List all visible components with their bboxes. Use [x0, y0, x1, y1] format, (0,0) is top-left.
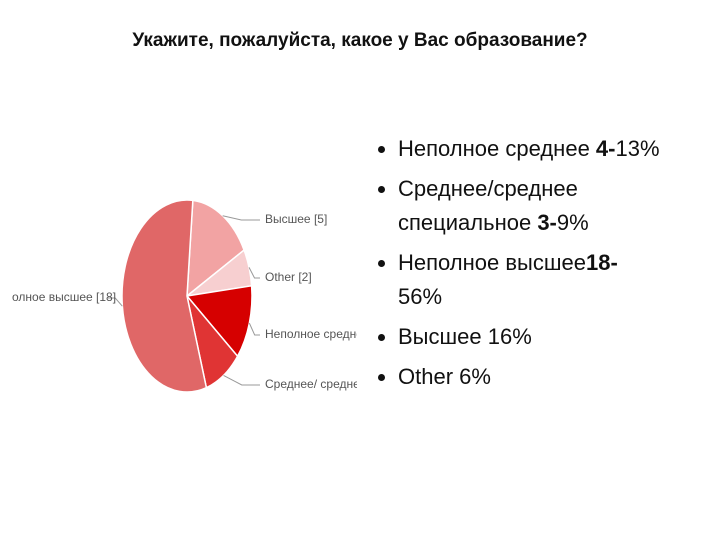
slice-label: Высшее [5] — [265, 212, 327, 226]
leader-line — [108, 297, 123, 307]
bullet-text: Среднее/среднее специальное — [398, 176, 578, 235]
pie-slice — [186, 199, 245, 298]
slice-label: Неполное средне — [265, 327, 360, 341]
bullet-item: Other 6% — [398, 360, 660, 394]
bullet-text: Высшее 16% — [398, 324, 532, 349]
slice-label: Среднее/ средне — [265, 377, 360, 391]
slide-title: Укажите, пожалуйста, какое у Вас образов… — [132, 30, 588, 51]
pie: Высшее [5] Other [2] Неполное средне Средне… — [12, 199, 360, 393]
slice-label: олное высшее [18] — [12, 290, 116, 304]
leader-line — [222, 215, 260, 221]
leader-line — [248, 267, 260, 279]
chart: Высшее [5] Other [2] Неполное средне Средне… — [12, 199, 360, 393]
bullet-text: 3- — [537, 210, 557, 235]
bullet-item: Среднее/среднее специальное 3-9% — [398, 172, 660, 240]
bullet-list: Неполное среднее 4-13% Среднее/среднее сп… — [368, 132, 660, 400]
bullet-text: 56% — [398, 284, 443, 309]
bullet-text: 18- — [585, 250, 618, 275]
bullet-text: Other 6% — [398, 364, 491, 389]
bullet-text: Неполное среднее — [398, 136, 596, 161]
bullet-text: 4- — [595, 136, 616, 161]
bullet-text: Неполное высшее — [398, 250, 586, 275]
bullet-item: Высшее 16% — [398, 320, 660, 354]
bullet-item: Неполное среднее 4-13% — [398, 132, 660, 166]
bullet-text: 13% — [615, 136, 660, 161]
leader-line — [248, 322, 260, 336]
bullet-item: Неполное высшее18- 56% — [398, 246, 660, 314]
bullet-text: 9% — [556, 210, 589, 235]
leader-line — [223, 374, 260, 386]
slice-label: Other [2] — [265, 270, 312, 284]
